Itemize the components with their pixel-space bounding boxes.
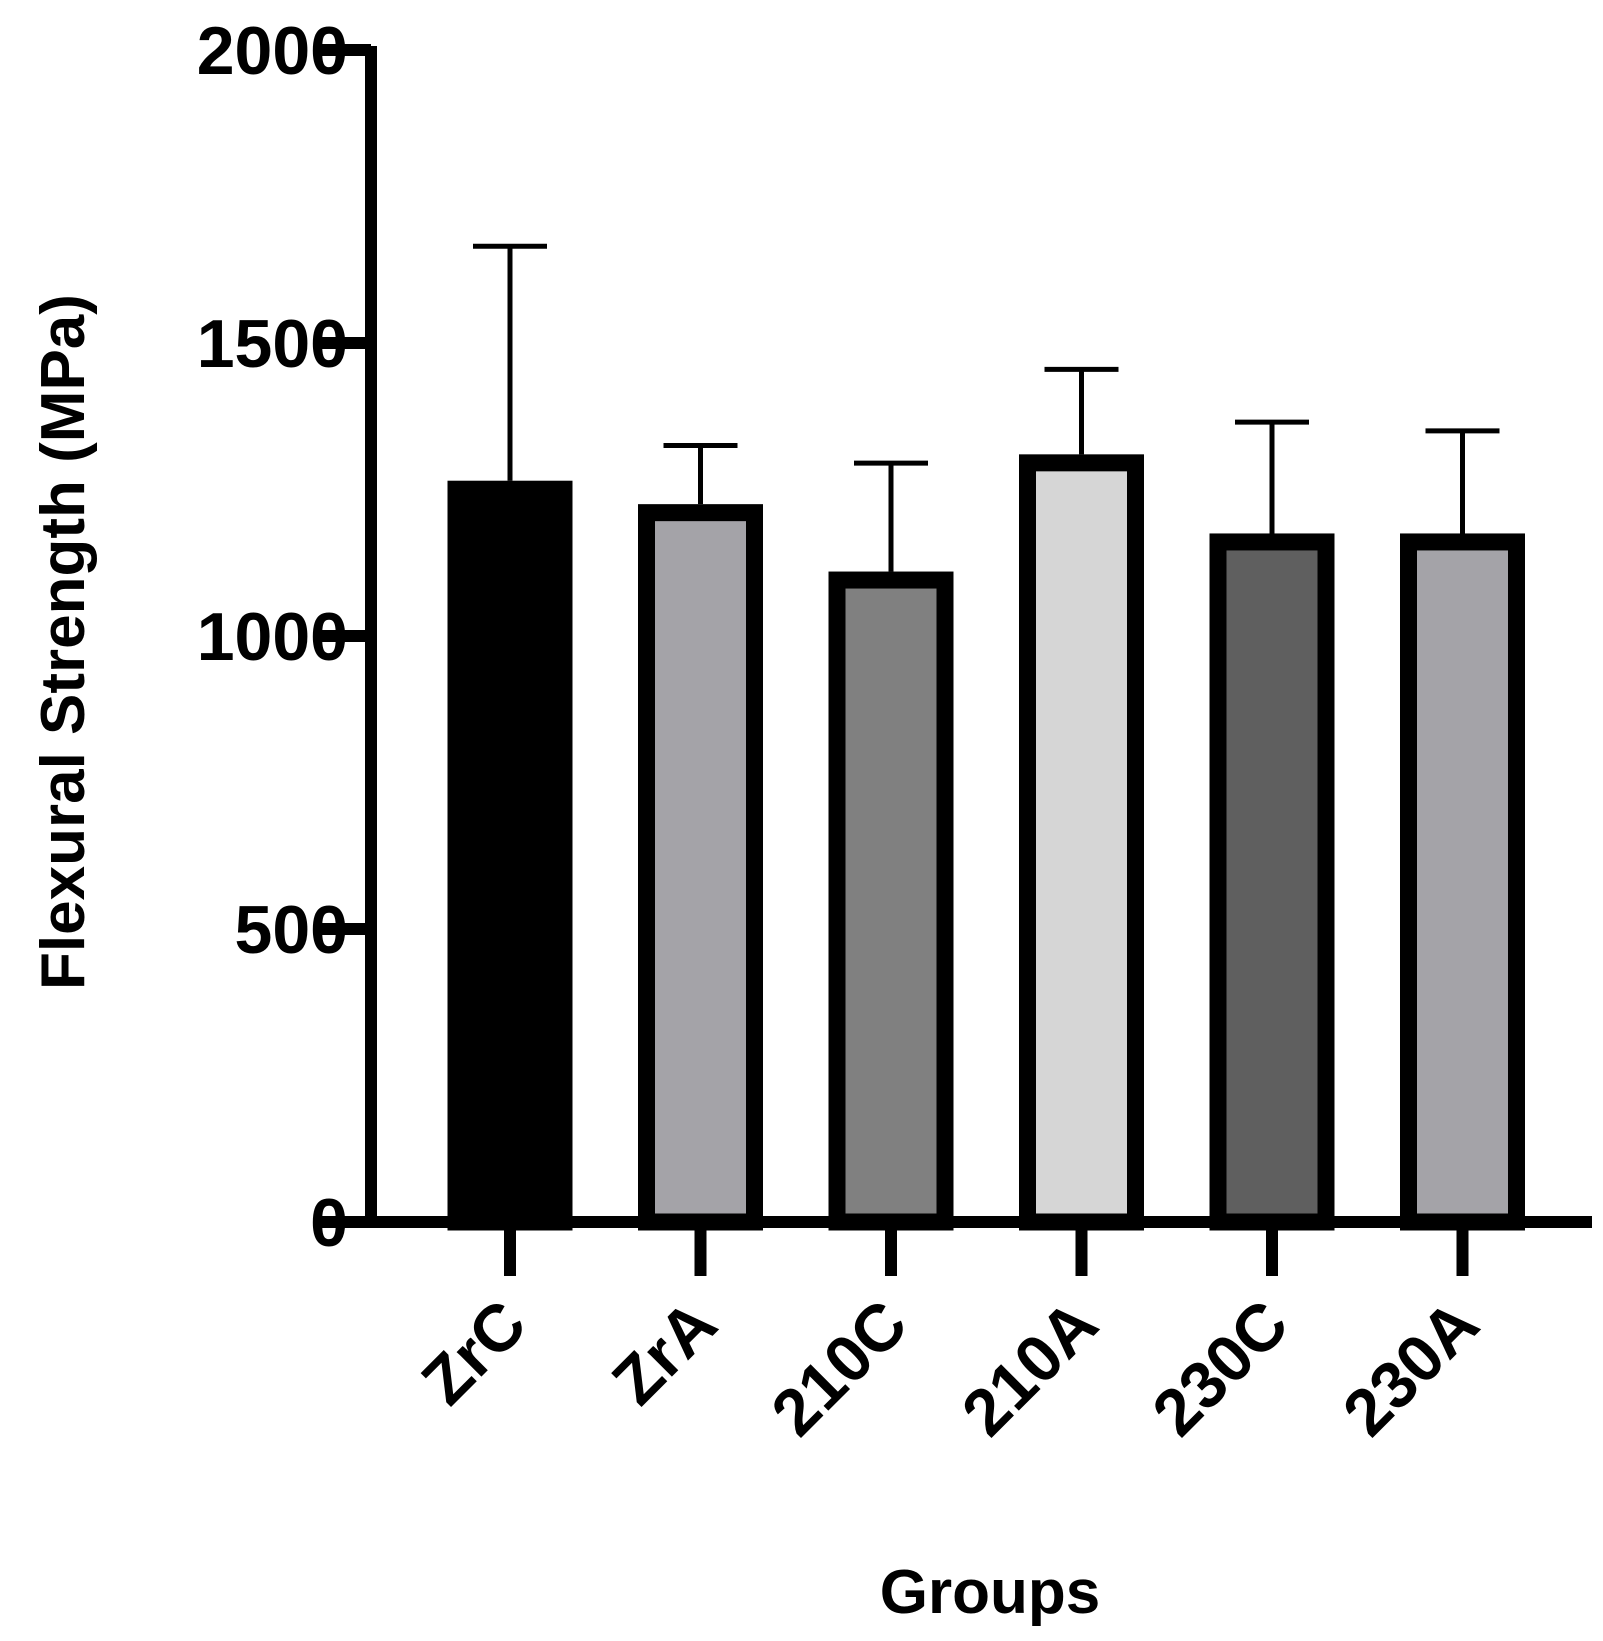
x-tick-label-zra: ZrA bbox=[598, 1286, 731, 1419]
bar-230c bbox=[1209, 533, 1335, 1231]
x-tick-label-230a: 230A bbox=[1329, 1286, 1493, 1450]
x-tick-label-230c: 230C bbox=[1138, 1286, 1302, 1450]
x-tick-label-210c: 210C bbox=[757, 1286, 921, 1450]
bar-zra bbox=[638, 504, 763, 1231]
y-axis-title: Flexural Strength (MPa) bbox=[29, 294, 98, 990]
y-tick-label-0: 0 bbox=[310, 1185, 348, 1261]
bar-230a bbox=[1400, 533, 1525, 1231]
bar-210a bbox=[1019, 454, 1144, 1231]
bar-zrc bbox=[447, 480, 573, 1231]
bar-210c bbox=[828, 571, 954, 1231]
error-bars-layer bbox=[473, 243, 1500, 572]
bars-layer bbox=[447, 454, 1525, 1231]
y-tick-label-500: 500 bbox=[235, 892, 348, 968]
x-axis-title: Groups bbox=[880, 1558, 1100, 1627]
y-tick-label-1500: 1500 bbox=[197, 306, 348, 382]
axes-layer bbox=[320, 44, 1592, 1276]
y-tick-label-1000: 1000 bbox=[197, 599, 348, 675]
x-tick-label-210a: 210A bbox=[948, 1286, 1112, 1450]
x-tick-label-zrc: ZrC bbox=[407, 1286, 540, 1419]
y-tick-label-2000: 2000 bbox=[197, 13, 348, 89]
